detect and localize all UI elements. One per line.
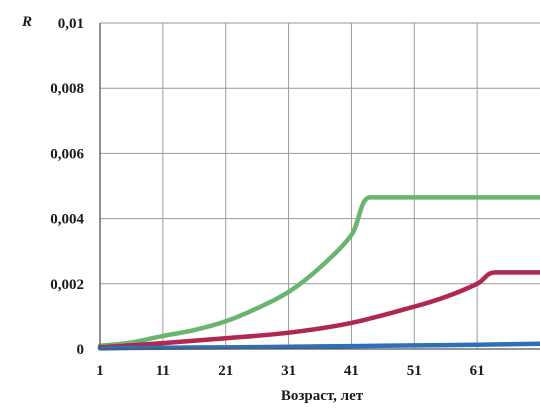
y-tick-label: 0,004 — [50, 212, 84, 228]
y-tick-labels: 0 0,002 0,004 0,006 0,008 0,01 — [50, 16, 84, 358]
y-tick-label: 0 — [77, 342, 85, 358]
x-tick-label: 51 — [407, 363, 422, 379]
x-tick-labels: 1 11 21 31 41 51 61 — [96, 363, 484, 379]
x-tick-label: 41 — [344, 363, 359, 379]
y-axis-title: R — [21, 14, 32, 30]
gridlines — [100, 22, 540, 349]
series-line-1 — [97, 195, 540, 348]
y-tick-label: 0,008 — [50, 81, 84, 97]
x-axis-title: Возраст, лет — [281, 388, 364, 404]
series-line-3 — [97, 341, 540, 351]
series-lines — [97, 195, 540, 351]
axes — [99, 23, 540, 350]
x-tick-label: 21 — [218, 363, 233, 379]
x-tick-label: 61 — [470, 363, 485, 379]
x-tick-label: 11 — [156, 363, 170, 379]
y-tick-label: 0,006 — [50, 146, 84, 162]
y-tick-label: 0,01 — [58, 16, 84, 32]
x-tick-label: 31 — [281, 363, 296, 379]
series-line-2 — [97, 270, 540, 350]
y-tick-label: 0,002 — [50, 277, 84, 293]
x-tick-label: 1 — [96, 363, 104, 379]
